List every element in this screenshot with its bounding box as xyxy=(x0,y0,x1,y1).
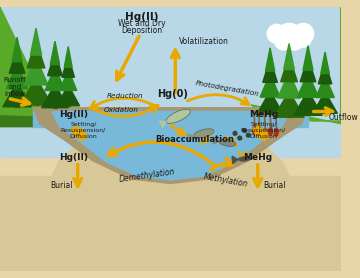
Bar xyxy=(33,108,308,127)
Polygon shape xyxy=(20,78,52,105)
Ellipse shape xyxy=(253,127,256,134)
Text: Burial: Burial xyxy=(264,181,286,190)
Circle shape xyxy=(293,23,314,44)
Text: Settling/
Resuspension/
Diffusion: Settling/ Resuspension/ Diffusion xyxy=(241,122,286,139)
Polygon shape xyxy=(213,137,219,144)
Text: Hg(0): Hg(0) xyxy=(157,88,188,98)
Text: Wet and Dry: Wet and Dry xyxy=(118,19,166,28)
Polygon shape xyxy=(48,52,62,76)
Polygon shape xyxy=(27,41,45,68)
Polygon shape xyxy=(318,62,332,84)
Polygon shape xyxy=(159,121,166,128)
Text: MeHg: MeHg xyxy=(243,153,272,162)
Polygon shape xyxy=(24,58,48,85)
Circle shape xyxy=(243,129,246,132)
Circle shape xyxy=(277,23,301,48)
Polygon shape xyxy=(33,108,308,183)
Polygon shape xyxy=(66,96,70,106)
Polygon shape xyxy=(287,105,291,117)
Polygon shape xyxy=(34,92,38,105)
Text: Deposition: Deposition xyxy=(122,26,163,34)
Circle shape xyxy=(246,133,250,137)
Text: Hg(II): Hg(II) xyxy=(59,110,89,119)
Bar xyxy=(0,7,341,157)
Polygon shape xyxy=(9,49,25,73)
Polygon shape xyxy=(33,108,308,181)
Polygon shape xyxy=(257,91,283,114)
Polygon shape xyxy=(313,92,337,113)
Text: Runoff
and
Inflow: Runoff and Inflow xyxy=(4,77,27,97)
Polygon shape xyxy=(53,97,57,108)
Ellipse shape xyxy=(257,127,261,134)
Text: Reduction: Reduction xyxy=(107,93,143,99)
Text: Outflow: Outflow xyxy=(329,113,359,122)
Polygon shape xyxy=(274,91,304,117)
Polygon shape xyxy=(188,134,194,141)
Polygon shape xyxy=(0,7,78,127)
Polygon shape xyxy=(12,37,22,62)
Polygon shape xyxy=(30,28,42,55)
Text: Demethylation: Demethylation xyxy=(118,168,175,184)
Ellipse shape xyxy=(166,109,190,123)
Polygon shape xyxy=(0,7,76,117)
Polygon shape xyxy=(281,56,297,82)
Polygon shape xyxy=(306,104,310,115)
Polygon shape xyxy=(265,48,275,71)
Text: MeHg: MeHg xyxy=(249,110,278,119)
Text: Hg(II): Hg(II) xyxy=(59,153,89,162)
Polygon shape xyxy=(251,7,341,124)
Ellipse shape xyxy=(238,157,251,161)
Polygon shape xyxy=(64,46,72,67)
Text: Volatilization: Volatilization xyxy=(179,37,229,46)
Circle shape xyxy=(296,32,311,47)
Polygon shape xyxy=(45,67,65,90)
Polygon shape xyxy=(52,111,289,180)
Ellipse shape xyxy=(194,129,214,138)
Polygon shape xyxy=(15,95,19,107)
Polygon shape xyxy=(268,103,272,114)
Circle shape xyxy=(238,136,242,140)
Polygon shape xyxy=(57,85,80,106)
Bar xyxy=(0,176,341,271)
Polygon shape xyxy=(316,76,334,98)
Polygon shape xyxy=(52,142,289,180)
Text: Methylation: Methylation xyxy=(203,172,248,189)
Polygon shape xyxy=(260,74,280,97)
Text: Hg(II): Hg(II) xyxy=(125,12,159,22)
Polygon shape xyxy=(62,56,75,77)
Polygon shape xyxy=(284,44,294,70)
Polygon shape xyxy=(52,111,289,180)
Text: Photodegradation: Photodegradation xyxy=(195,80,260,97)
Text: Settling/
Resuspension/
Diffusion: Settling/ Resuspension/ Diffusion xyxy=(61,122,106,139)
Polygon shape xyxy=(323,103,327,113)
Circle shape xyxy=(233,131,237,135)
Ellipse shape xyxy=(269,128,273,135)
Polygon shape xyxy=(3,82,31,107)
Text: Bioaccumulation: Bioaccumulation xyxy=(155,135,234,145)
Polygon shape xyxy=(42,84,68,108)
Polygon shape xyxy=(6,64,28,89)
Polygon shape xyxy=(303,46,313,70)
Polygon shape xyxy=(232,156,238,164)
Polygon shape xyxy=(60,70,77,90)
Polygon shape xyxy=(294,91,322,115)
Polygon shape xyxy=(278,72,300,98)
Polygon shape xyxy=(321,52,329,74)
Polygon shape xyxy=(263,59,278,82)
Polygon shape xyxy=(297,73,319,97)
Ellipse shape xyxy=(263,129,267,136)
Polygon shape xyxy=(300,57,316,82)
Ellipse shape xyxy=(274,129,278,136)
Circle shape xyxy=(275,33,292,50)
Circle shape xyxy=(267,24,286,43)
Circle shape xyxy=(286,33,303,50)
Polygon shape xyxy=(50,41,60,64)
Ellipse shape xyxy=(219,139,236,147)
Text: Oxidation: Oxidation xyxy=(104,107,139,113)
Text: Burial: Burial xyxy=(50,181,73,190)
